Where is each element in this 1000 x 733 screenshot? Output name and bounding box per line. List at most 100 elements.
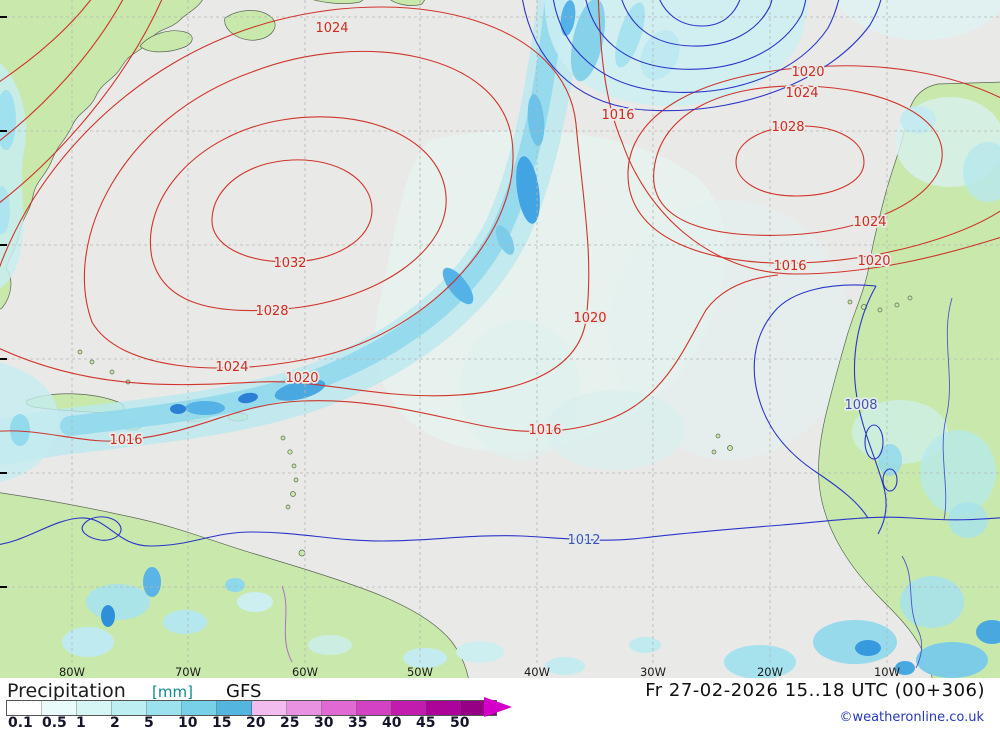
longitude-label: 20W — [757, 665, 783, 678]
land-nova-scotia — [139, 30, 193, 53]
legend-arrow-icon — [484, 697, 512, 717]
legend-segment — [322, 701, 357, 715]
latitude-ticks — [0, 16, 7, 588]
legend-bar — [6, 700, 497, 716]
legend-segment — [182, 701, 217, 715]
legend-segment — [7, 701, 42, 715]
legend-value: 25 — [280, 715, 300, 731]
parameter-label: Precipitation — [7, 680, 126, 702]
legend-value: 0.5 — [42, 715, 67, 731]
isobar-1028-east — [735, 125, 865, 197]
legend-segment — [217, 701, 252, 715]
isobar-1024-east — [653, 85, 943, 236]
longitude-label: 50W — [407, 665, 433, 678]
isobar-1008-pocket — [882, 468, 898, 492]
legend-segment — [287, 701, 322, 715]
legend-value: 10 — [178, 715, 198, 731]
contour-label: 1016 — [528, 423, 561, 438]
isobar-trough-arc — [522, 0, 882, 112]
legend-value: 45 — [416, 715, 436, 731]
isobar-1008-east — [853, 285, 887, 535]
isobar-1016-south — [0, 274, 779, 442]
isobars-red-layer — [0, 0, 1000, 442]
contour-label: 1024 — [785, 86, 818, 101]
longitude-label: 80W — [59, 665, 85, 678]
legend-value: 30 — [314, 715, 334, 731]
longitude-labels-layer: 80W 70W 60W 50W 40W 30W 20W 10W — [59, 665, 900, 678]
isobar-1028 — [149, 116, 447, 312]
border-line — [281, 585, 293, 663]
isobar-1008-west — [753, 284, 877, 519]
contour-label: 1008 — [844, 398, 877, 413]
longitude-label: 40W — [524, 665, 550, 678]
land-trinidad — [298, 549, 306, 557]
isobar-corner — [0, 0, 124, 142]
legend-segment — [427, 701, 462, 715]
isobar-1024 — [83, 50, 514, 369]
legend-value: 35 — [348, 715, 368, 731]
precip-layer — [0, 0, 1000, 678]
isobar-africa — [901, 555, 923, 669]
map-svg: 1024 1020 1024 1028 1016 1024 1020 1016 1032 1028… — [0, 0, 1000, 678]
longitude-label: 30W — [640, 665, 666, 678]
land-north-islands — [390, 0, 426, 6]
isobar-1012 — [0, 516, 1000, 547]
legend-value: 2 — [110, 715, 120, 731]
contour-label: 1028 — [771, 120, 804, 135]
map-area: 1024 1020 1024 1028 1016 1024 1020 1016 1032 1028… — [0, 0, 1000, 678]
legend-value: 50 — [450, 715, 470, 731]
isobar-1020 — [0, 6, 590, 397]
contour-label: 1024 — [853, 215, 886, 230]
contour-label: 1020 — [857, 254, 890, 269]
isobars-blue-layer — [0, 0, 1000, 669]
isobar-corner — [0, 0, 163, 204]
isobar-africa — [942, 297, 953, 521]
isobar-trough-arc — [585, 0, 807, 70]
isobar-trough-arc — [552, 0, 840, 93]
contour-label: 1012 — [567, 533, 600, 548]
isobar-1012-loop — [81, 516, 122, 541]
isobar-corner — [0, 0, 92, 83]
contour-label: 1020 — [573, 311, 606, 326]
legend-segment — [252, 701, 287, 715]
legend-value: 20 — [246, 715, 266, 731]
legend-segment — [77, 701, 112, 715]
legend-segment — [147, 701, 182, 715]
contour-labels-layer: 1024 1020 1024 1028 1016 1024 1020 1016 1032 1028… — [108, 19, 893, 550]
precip-legend: 0.1 0.5 1 2 5 10 15 20 25 30 35 40 45 50 — [6, 697, 526, 732]
isobar-1016-east — [597, 0, 1000, 275]
legend-value: 1 — [76, 715, 86, 731]
datetime-label: Fr 27-02-2026 15..18 UTC (00+306) — [645, 680, 985, 701]
contour-label: 1020 — [285, 371, 318, 386]
model-label: GFS — [226, 681, 262, 702]
legend-value: 0.1 — [8, 715, 33, 731]
unit-label: [mm] — [152, 683, 193, 701]
contour-label: 1020 — [791, 65, 824, 80]
contour-label: 1016 — [109, 433, 142, 448]
grid-layer — [0, 0, 1000, 666]
isobar-trough-arc — [659, 0, 741, 27]
land-north-islands — [313, 0, 364, 4]
borders-layer — [281, 585, 293, 663]
contour-label: 1032 — [273, 256, 306, 271]
isobar-trough-arc — [621, 0, 773, 47]
legend-segment — [112, 701, 147, 715]
contour-label: 1024 — [315, 21, 348, 36]
legend-segment — [42, 701, 77, 715]
longitude-label: 70W — [175, 665, 201, 678]
isobar-1032 — [211, 159, 373, 263]
legend-value: 5 — [144, 715, 154, 731]
isobar-1020-east — [627, 65, 1000, 264]
contour-label: 1016 — [601, 108, 634, 123]
legend-segment — [392, 701, 427, 715]
copyright-link[interactable]: ©weatheronline.co.uk — [839, 710, 984, 725]
longitude-label: 60W — [292, 665, 318, 678]
legend-values: 0.1 0.5 1 2 5 10 15 20 25 30 35 40 45 50 — [6, 715, 516, 731]
footer: Precipitation [mm] GFS Fr 27-02-2026 15.… — [0, 678, 1000, 733]
contour-label: 1024 — [215, 360, 248, 375]
isobar-1008-pocket — [864, 424, 884, 460]
legend-value: 15 — [212, 715, 232, 731]
legend-segment — [357, 701, 392, 715]
longitude-label: 10W — [874, 665, 900, 678]
